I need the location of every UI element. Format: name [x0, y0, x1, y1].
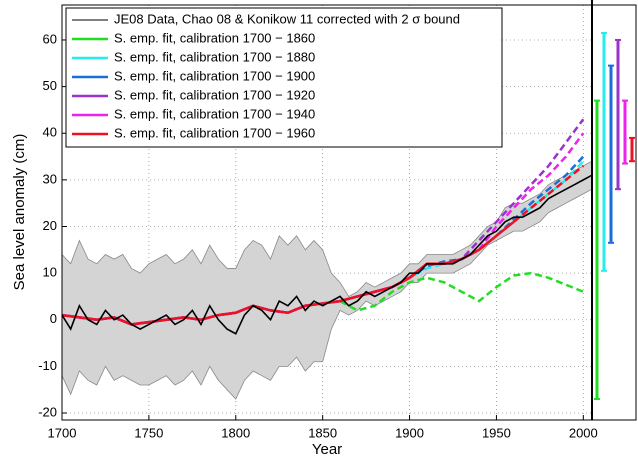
legend-label: S. emp. fit, calibration 1700 − 1920: [114, 87, 315, 102]
x-tick-label: 1950: [482, 425, 511, 440]
legend-label: S. emp. fit, calibration 1700 − 1900: [114, 68, 315, 83]
legend-label: S. emp. fit, calibration 1700 − 1960: [114, 125, 315, 140]
y-tick-label: 30: [43, 171, 57, 186]
y-tick-label: 10: [43, 265, 57, 280]
fit-projection: [513, 164, 585, 223]
y-tick-label: 60: [43, 31, 57, 46]
fit-projection: [443, 118, 585, 265]
x-tick-label: 1900: [395, 425, 424, 440]
x-tick-label: 1700: [48, 425, 77, 440]
x-tick-label: 1850: [308, 425, 337, 440]
y-tick-label: 0: [50, 311, 57, 326]
y-axis-label: Sea level anomaly (cm): [11, 134, 28, 291]
legend-label: S. emp. fit, calibration 1700 − 1940: [114, 106, 315, 121]
x-tick-label: 2000: [569, 425, 598, 440]
fit-projection: [478, 132, 585, 251]
y-tick-label: 50: [43, 78, 57, 93]
data-line: [61, 174, 593, 335]
side-panel: [591, 4, 637, 421]
legend-label: S. emp. fit, calibration 1700 − 1880: [114, 49, 315, 64]
y-tick-label: 20: [43, 218, 57, 233]
x-axis-label: Year: [312, 441, 342, 458]
x-tick-label: 1800: [221, 425, 250, 440]
uncertainty-band: [61, 160, 593, 400]
legend-label: JE08 Data, Chao 08 & Konikow 11 correcte…: [114, 11, 460, 26]
legend-label: S. emp. fit, calibration 1700 − 1860: [114, 30, 315, 45]
y-tick-label: -10: [38, 358, 57, 373]
y-tick-label: 40: [43, 125, 57, 140]
legend-box: [65, 7, 503, 148]
x-tick-label: 1750: [134, 425, 163, 440]
fit-projection: [339, 271, 584, 312]
y-tick-label: -20: [38, 404, 57, 419]
